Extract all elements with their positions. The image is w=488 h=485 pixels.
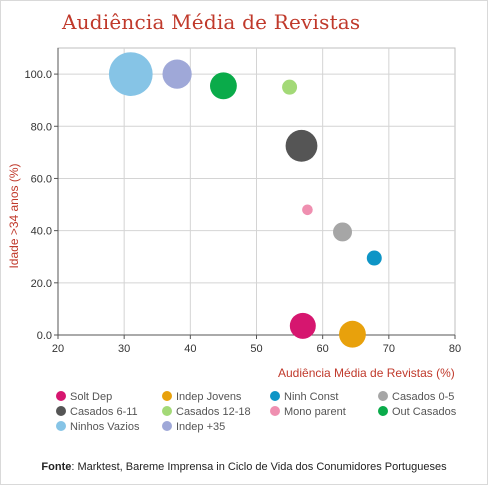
legend-item: Ninhos Vazios	[56, 421, 140, 433]
legend-marker	[162, 406, 172, 416]
legend-marker	[378, 391, 388, 401]
legend-label: Casados 12-18	[176, 406, 251, 418]
bubble-casados-12-18	[282, 79, 298, 95]
bubble-solt-dep	[289, 312, 316, 339]
bubble-ninhos-vazios	[108, 52, 153, 96]
legend-label: Solt Dep	[70, 391, 113, 403]
legend-marker	[162, 391, 172, 401]
legend-label: Mono parent	[284, 406, 346, 418]
legend-label: Indep +35	[176, 421, 226, 433]
bubble-casados-6-11	[285, 129, 318, 162]
x-tick-label: 40	[184, 343, 196, 355]
y-tick-label: 60.0	[31, 173, 52, 185]
legend-item: Casados 6-11	[56, 406, 138, 418]
y-tick-label: 0.0	[37, 330, 52, 342]
chart-title: Audiência Média de Revistas	[62, 10, 361, 34]
x-tick-label: 60	[317, 343, 329, 355]
bubble-indep-jovens	[339, 320, 366, 348]
legend-item: Casados 0-5	[378, 391, 454, 403]
legend-marker	[56, 391, 66, 401]
legend-marker	[162, 421, 172, 431]
x-tick-label: 20	[52, 343, 64, 355]
x-axis-label: Audiência Média de Revistas (%)	[278, 366, 455, 380]
legend-label: Ninhos Vazios	[70, 421, 140, 433]
legend-marker	[56, 421, 66, 431]
legend-label: Ninh Const	[284, 391, 339, 403]
x-tick-label: 70	[383, 343, 395, 355]
y-tick-label: 20.0	[31, 278, 52, 290]
legend-item: Indep +35	[162, 421, 225, 433]
bubble-indep-35	[162, 59, 192, 89]
legend-item: Solt Dep	[56, 391, 112, 403]
legend-label: Indep Jovens	[176, 391, 242, 403]
source-text: : Marktest, Bareme Imprensa in Ciclo de …	[71, 461, 447, 473]
legend-label: Casados 6-11	[70, 406, 138, 418]
bubble-out-casados	[210, 72, 237, 100]
x-tick-label: 30	[118, 343, 130, 355]
legend-item: Indep Jovens	[162, 391, 241, 403]
y-tick-label: 40.0	[31, 226, 52, 238]
bubble-mono-parent	[302, 204, 313, 216]
bubble-casados-0-5	[333, 222, 353, 242]
legend-label: Out Casados	[392, 406, 457, 418]
legend-marker	[378, 406, 388, 416]
y-tick-label: 80.0	[31, 121, 52, 133]
legend-label: Casados 0-5	[392, 391, 455, 403]
legend-marker	[270, 391, 280, 401]
legend-item: Casados 12-18	[162, 406, 251, 418]
source-note: Fonte: Marktest, Bareme Imprensa in Cicl…	[0, 461, 488, 473]
legend-item: Ninh Const	[270, 391, 338, 403]
y-tick-label: 100.0	[24, 69, 52, 81]
legend-item: Mono parent	[270, 406, 346, 418]
x-tick-label: 50	[250, 343, 262, 355]
legend-marker	[270, 406, 280, 416]
x-tick-label: 80	[449, 343, 461, 355]
legend-marker	[56, 406, 66, 416]
legend-item: Out Casados	[378, 406, 456, 418]
source-label: Fonte	[41, 461, 72, 473]
bubble-ninh-const	[366, 250, 382, 266]
